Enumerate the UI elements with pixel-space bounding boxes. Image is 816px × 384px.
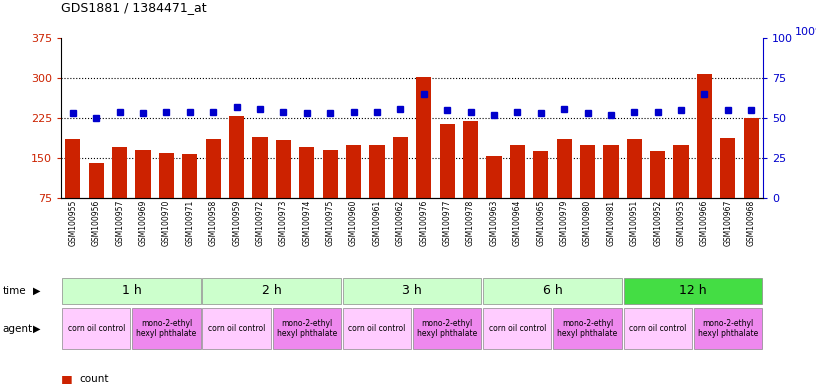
Bar [62,308,131,349]
Bar [553,308,622,349]
Text: ■: ■ [61,373,73,384]
Bar [112,147,127,198]
Text: count: count [79,374,109,384]
Bar [623,278,762,304]
Bar [252,137,268,198]
Text: 12 h: 12 h [679,285,707,297]
Text: GSM100966: GSM100966 [700,200,709,247]
Text: GSM100974: GSM100974 [302,200,312,247]
Text: GSM100965: GSM100965 [536,200,545,247]
Text: GSM100958: GSM100958 [209,200,218,246]
Text: 3 h: 3 h [402,285,422,297]
Bar [65,139,81,198]
Text: GSM100975: GSM100975 [326,200,335,247]
Bar [627,139,642,198]
Bar [463,121,478,198]
Bar [721,138,735,198]
Text: ▶: ▶ [33,286,41,296]
Bar [273,308,341,349]
Text: GSM100953: GSM100953 [676,200,685,247]
Bar [346,145,361,198]
Bar [202,278,341,304]
Text: GSM100956: GSM100956 [91,200,101,247]
Bar [343,278,481,304]
Bar [510,145,525,198]
Text: mono-2-ethyl
hexyl phthalate: mono-2-ethyl hexyl phthalate [557,319,618,338]
Bar [132,308,201,349]
Text: GSM100979: GSM100979 [560,200,569,247]
Text: GSM100976: GSM100976 [419,200,428,247]
Bar [159,152,174,198]
Bar [206,139,221,198]
Text: GSM100963: GSM100963 [490,200,499,247]
Bar [62,278,201,304]
Text: mono-2-ethyl
hexyl phthalate: mono-2-ethyl hexyl phthalate [277,319,337,338]
Bar [135,150,151,198]
Bar [486,156,502,198]
Text: corn oil control: corn oil control [629,324,686,333]
Text: GSM100980: GSM100980 [583,200,592,246]
Text: agent: agent [2,323,33,334]
Text: 6 h: 6 h [543,285,562,297]
Bar [603,145,619,198]
Text: 1 h: 1 h [122,285,141,297]
Bar [694,308,762,349]
Text: GSM100973: GSM100973 [279,200,288,247]
Text: GSM100962: GSM100962 [396,200,405,246]
Bar [483,308,552,349]
Bar [202,308,271,349]
Text: GDS1881 / 1384471_at: GDS1881 / 1384471_at [61,1,206,14]
Text: GSM100952: GSM100952 [653,200,663,246]
Bar [483,278,622,304]
Bar [416,77,432,198]
Bar [299,147,314,198]
Bar [697,74,712,198]
Text: 100%: 100% [795,27,816,37]
Text: GSM100971: GSM100971 [185,200,194,246]
Text: GSM100981: GSM100981 [606,200,615,246]
Text: ▶: ▶ [33,323,41,334]
Text: GSM100972: GSM100972 [255,200,264,246]
Text: mono-2-ethyl
hexyl phthalate: mono-2-ethyl hexyl phthalate [698,319,758,338]
Text: GSM100978: GSM100978 [466,200,475,246]
Bar [533,151,548,198]
Bar [182,154,197,198]
Bar [392,137,408,198]
Text: corn oil control: corn oil control [348,324,406,333]
Bar [580,145,595,198]
Text: GSM100967: GSM100967 [723,200,733,247]
Bar [413,308,481,349]
Text: GSM100964: GSM100964 [512,200,522,247]
Text: GSM100970: GSM100970 [162,200,171,247]
Text: GSM100960: GSM100960 [349,200,358,247]
Bar [743,118,759,198]
Bar [343,308,411,349]
Text: GSM100957: GSM100957 [115,200,124,247]
Text: GSM100969: GSM100969 [139,200,148,247]
Text: time: time [2,286,26,296]
Bar [650,151,665,198]
Text: GSM100968: GSM100968 [747,200,756,246]
Bar [322,150,338,198]
Bar [229,116,244,198]
Bar [276,141,291,198]
Text: mono-2-ethyl
hexyl phthalate: mono-2-ethyl hexyl phthalate [136,319,197,338]
Bar [89,163,104,198]
Text: corn oil control: corn oil control [489,324,546,333]
Text: GSM100959: GSM100959 [232,200,242,247]
Text: GSM100977: GSM100977 [442,200,452,247]
Text: GSM100951: GSM100951 [630,200,639,246]
Bar [623,308,692,349]
Bar [440,124,455,198]
Text: GSM100961: GSM100961 [372,200,382,246]
Text: 2 h: 2 h [262,285,282,297]
Bar [557,139,572,198]
Text: GSM100955: GSM100955 [69,200,78,247]
Bar [673,145,689,198]
Bar [370,145,384,198]
Text: corn oil control: corn oil control [68,324,125,333]
Text: mono-2-ethyl
hexyl phthalate: mono-2-ethyl hexyl phthalate [417,319,477,338]
Text: corn oil control: corn oil control [208,324,265,333]
